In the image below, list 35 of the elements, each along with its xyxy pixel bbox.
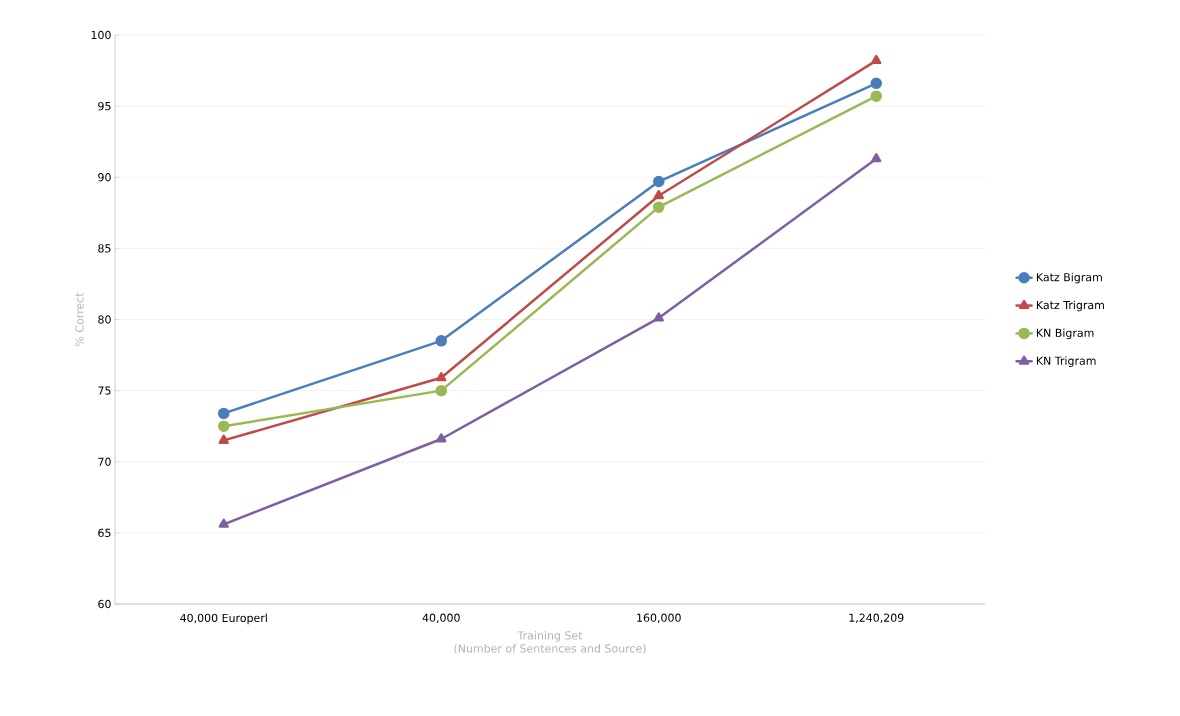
y-tick-label: 75	[98, 386, 111, 395]
legend-label: Katz Bigram	[1036, 272, 1102, 284]
point	[653, 175, 665, 188]
y-tick-label: 80	[98, 315, 111, 324]
point	[871, 54, 882, 65]
point	[653, 312, 664, 322]
point	[653, 189, 664, 200]
point	[218, 420, 230, 432]
y-tick-label: 60	[98, 599, 111, 609]
point	[871, 153, 882, 163]
point	[870, 77, 882, 90]
point	[218, 407, 230, 420]
x-tick-label: 1,240,209	[849, 613, 904, 623]
point	[870, 90, 882, 102]
point	[218, 434, 229, 444]
y-tick-label: 90	[98, 173, 111, 182]
y-tick-label: 95	[98, 101, 111, 111]
point	[435, 335, 447, 347]
point	[436, 433, 447, 443]
y-axis-title: % Correct	[75, 292, 84, 346]
y-tick-label: 70	[98, 457, 111, 466]
x-tick-label: 160,000	[637, 613, 681, 623]
point	[218, 518, 229, 528]
y-tick-label: 100	[91, 30, 111, 40]
x-axis-title: Training Set (Number of Sentences and Source)	[454, 631, 646, 654]
y-tick-label: 65	[98, 528, 111, 538]
point	[435, 384, 447, 397]
legend-label: KN Bigram	[1036, 328, 1094, 340]
point	[653, 201, 665, 213]
legend-label: Katz Trigram	[1036, 300, 1104, 312]
legend-label: KN Trigram	[1036, 356, 1096, 368]
x-tick-label: 40,000 Europerl	[180, 613, 267, 625]
y-tick-label: 85	[98, 244, 111, 253]
x-tick-label: 40,000	[422, 613, 460, 623]
point	[436, 372, 447, 382]
